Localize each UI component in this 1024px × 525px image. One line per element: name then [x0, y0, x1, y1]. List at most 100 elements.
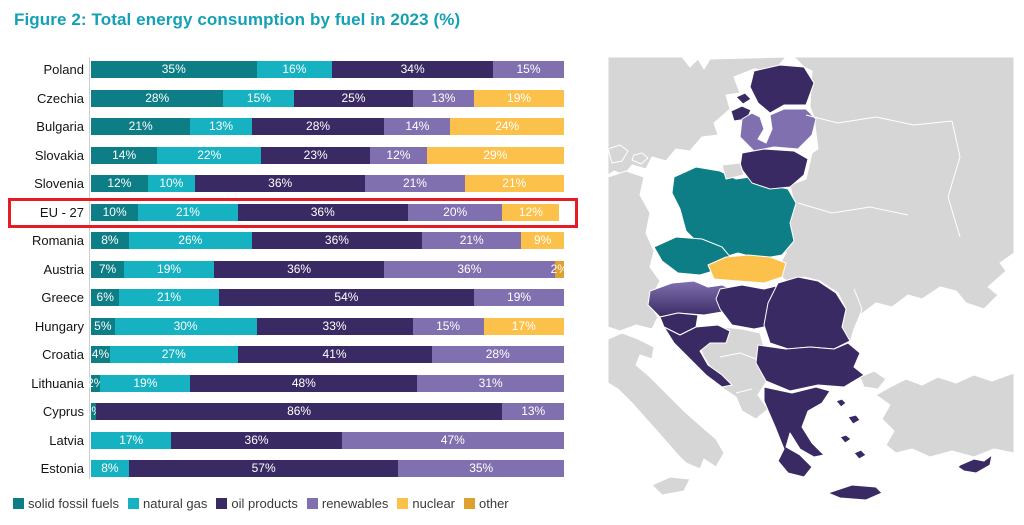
map-border-line [805, 114, 953, 126]
legend-item-solid_fossil_fuels: solid fossil fuels [13, 496, 119, 511]
chart-row: Bulgaria 21% 13% 28% 14% 24% [7, 118, 564, 135]
row-label: Slovakia [34, 147, 84, 163]
bar-segment-renewables: 15% [412, 317, 484, 335]
stacked-bar: 7% 19% 36% 36% 2% [91, 260, 568, 278]
bar-segment-natural_gas: 8% [91, 460, 129, 477]
bar-segment-natural_gas: 16% [256, 61, 333, 78]
bar-segment-oil_products: 28% [251, 118, 385, 135]
bar-value-label: 36% [324, 233, 349, 247]
bar-segment-nuclear: 29% [426, 146, 564, 164]
bar-value-label: 20% [443, 204, 468, 219]
legend-item-nuclear: nuclear [397, 496, 455, 511]
bar-value-label: 27% [161, 347, 186, 361]
bar-segment-solid_fossil_fuels: 8% [91, 232, 129, 249]
bar-value-label: 14% [112, 147, 137, 162]
stacked-bar: 2% 19% 48% 31% [87, 374, 564, 392]
chart-row: EU - 27 10% 21% 36% 20% 12% [7, 203, 564, 221]
stacked-bar: 21% 13% 28% 14% 24% [91, 118, 564, 135]
bar-value-label: 19% [507, 290, 532, 304]
chart-row: Croatia 4% 27% 41% 28% [7, 346, 564, 363]
map-country-greece [763, 386, 831, 478]
map-region-denmark-island [631, 152, 649, 165]
chart-row: Greece 6% 21% 54% 19% [7, 289, 564, 306]
chart-row: Hungary 5% 30% 33% 15% 17% [7, 317, 564, 335]
bar-segment-renewables: 19% [474, 289, 564, 306]
row-label: Slovenia [34, 176, 84, 191]
bar-segment-renewables: 31% [417, 374, 564, 392]
legend-item-natural_gas: natural gas [128, 496, 207, 511]
bar-value-label: 21% [175, 204, 200, 219]
bar-value-label: 15% [516, 62, 541, 76]
bar-value-label: 31% [478, 375, 503, 390]
map-region-turkey-thrace [859, 370, 887, 390]
row-label: Hungary [34, 318, 84, 334]
bar-value-label: 86% [287, 404, 312, 418]
legend-label: renewables [321, 496, 389, 511]
bar-segment-solid_fossil_fuels: 14% [91, 146, 158, 164]
chart-row: Slovenia 12% 10% 36% 21% 21% [7, 175, 564, 192]
bar-segment-natural_gas: 27% [109, 346, 238, 363]
row-label: Lithuania [31, 375, 84, 391]
map-border-line [797, 202, 909, 216]
bar-value-label: 12% [107, 176, 132, 190]
bar-segment-renewables: 13% [412, 89, 475, 107]
bar-value-label: 6% [96, 290, 114, 304]
stacked-bar-chart: Poland 35% 16% 34% 15% Czechia 28% 15% 25% 13% 19%… [7, 61, 568, 489]
legend-swatch [306, 498, 318, 509]
bar-value-label: 26% [178, 233, 203, 247]
bar-segment-renewables: 20% [407, 203, 503, 221]
bar-segment-nuclear: 24% [450, 118, 564, 135]
map-country-poland [671, 166, 797, 260]
chart-row: Latvia 17% 36% 47% [7, 431, 564, 449]
legend-item-oil_products: oil products [216, 496, 298, 511]
bar-value-label: 17% [511, 318, 536, 333]
bar-segment-solid_fossil_fuels: 4% [91, 346, 110, 363]
bar-segment-renewables: 15% [493, 61, 564, 78]
bar-value-label: 15% [436, 318, 461, 333]
bar-segment-solid_fossil_fuels: 35% [91, 61, 257, 78]
bar-value-label: 28% [306, 119, 331, 133]
stacked-bar: 5% 30% 33% 15% 17% [91, 317, 564, 335]
chart-row: Austria 7% 19% 36% 36% 2% [7, 260, 568, 278]
bar-value-label: 35% [469, 461, 494, 475]
bar-value-label: 47% [440, 432, 465, 447]
bar-segment-other: 2% [551, 260, 568, 278]
map-border-line [851, 288, 863, 340]
stacked-bar: 10% 21% 36% 20% 12% [91, 203, 564, 221]
bar-value-label: 14% [405, 119, 430, 133]
map-region-turkey [875, 372, 1014, 458]
map-region-denmark [608, 144, 629, 164]
map-border-line [719, 352, 757, 360]
bar-segment-oil_products: 54% [218, 289, 475, 306]
bar-segment-solid_fossil_fuels: 7% [91, 260, 125, 278]
bar-value-label: 13% [209, 119, 234, 133]
bar-value-label: 33% [322, 318, 347, 333]
bar-value-label: 22% [197, 147, 222, 162]
map-country-bulgaria [755, 342, 865, 392]
bar-segment-renewables: 47% [341, 431, 564, 449]
bar-segment-renewables: 13% [502, 403, 564, 420]
bar-value-label: 4% [91, 347, 110, 361]
bar-value-label: 17% [119, 432, 144, 447]
bar-value-label: 13% [431, 90, 456, 105]
row-label: Greece [41, 290, 84, 305]
bar-value-label: 57% [251, 461, 276, 475]
bar-segment-oil_products: 57% [128, 460, 399, 477]
bar-segment-oil_products: 33% [256, 317, 413, 335]
bar-value-label: 21% [459, 233, 484, 247]
bar-value-label: 10% [159, 176, 184, 190]
bar-segment-oil_products: 23% [261, 146, 371, 164]
bar-segment-solid_fossil_fuels: 2% [87, 374, 104, 392]
bar-value-label: 21% [128, 119, 153, 133]
map-border-line [947, 120, 961, 238]
bar-value-label: 29% [483, 147, 508, 162]
bar-value-label: 19% [133, 375, 158, 390]
row-label: Czechia [37, 90, 84, 106]
map-country-romania [763, 276, 851, 350]
row-label: Bulgaria [36, 119, 84, 134]
legend-label: oil products [231, 496, 298, 511]
map-region-sicily [651, 476, 691, 496]
bar-segment-solid_fossil_fuels: 21% [91, 118, 191, 135]
chart-row: Estonia 8% 57% 35% [7, 460, 564, 477]
bar-segment-renewables: 12% [370, 146, 427, 164]
